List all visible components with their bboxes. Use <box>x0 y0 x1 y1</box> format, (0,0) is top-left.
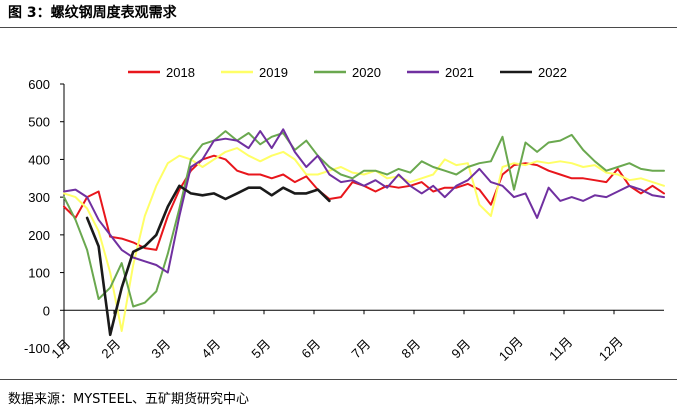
x-tick-label: 2月 <box>98 336 123 361</box>
x-tick-label: 5月 <box>248 336 273 361</box>
y-axis: -100 0 100 200 300 400 500 600 <box>24 77 65 356</box>
x-tick-label: 10月 <box>496 334 526 364</box>
source-note: 数据来源：MYSTEEL、五矿期货研究中心 <box>8 392 250 407</box>
series-line-2020 <box>63 130 665 308</box>
chart-area: 2018 2019 2020 2021 2022 -100 0 100 200 300 400 50… <box>24 65 665 364</box>
series-group <box>63 128 665 337</box>
x-tick-label: 12月 <box>596 334 626 364</box>
y-tick-label: -100 <box>24 341 50 356</box>
x-axis: 1月 2月 3月 4月 5月 6月 7月 8月 9月 10月 11月 12月 <box>48 309 664 364</box>
series-line-2022 <box>85 184 331 337</box>
source-divider <box>0 379 677 380</box>
x-tick-label: 1月 <box>48 336 73 361</box>
series-line-2021 <box>63 128 665 274</box>
legend-label-2022: 2022 <box>538 65 567 80</box>
x-tick-label: 3月 <box>148 336 173 361</box>
y-tick-label: 0 <box>43 303 50 318</box>
y-tick-label: 300 <box>28 190 50 205</box>
x-tick-label: 8月 <box>398 336 423 361</box>
x-tick-label: 6月 <box>298 336 323 361</box>
y-tick-label: 600 <box>28 77 50 92</box>
y-tick-label: 500 <box>28 115 50 130</box>
legend: 2018 2019 2020 2021 2022 <box>128 65 567 80</box>
legend-label-2021: 2021 <box>445 65 474 80</box>
x-tick-label: 9月 <box>448 336 473 361</box>
x-tick-label: 11月 <box>546 334 575 363</box>
legend-label-2018: 2018 <box>166 65 195 80</box>
y-tick-label: 400 <box>28 152 50 167</box>
y-tick-label: 200 <box>28 228 50 243</box>
title-divider <box>0 27 677 28</box>
x-tick-label: 4月 <box>198 336 223 361</box>
y-tick-label: 100 <box>28 266 50 281</box>
legend-label-2019: 2019 <box>259 65 288 80</box>
legend-label-2020: 2020 <box>352 65 381 80</box>
x-tick-label: 7月 <box>348 336 373 361</box>
figure-title: 图 3：螺纹钢周度表观需求 <box>8 5 177 21</box>
series-line-2019 <box>63 147 665 332</box>
